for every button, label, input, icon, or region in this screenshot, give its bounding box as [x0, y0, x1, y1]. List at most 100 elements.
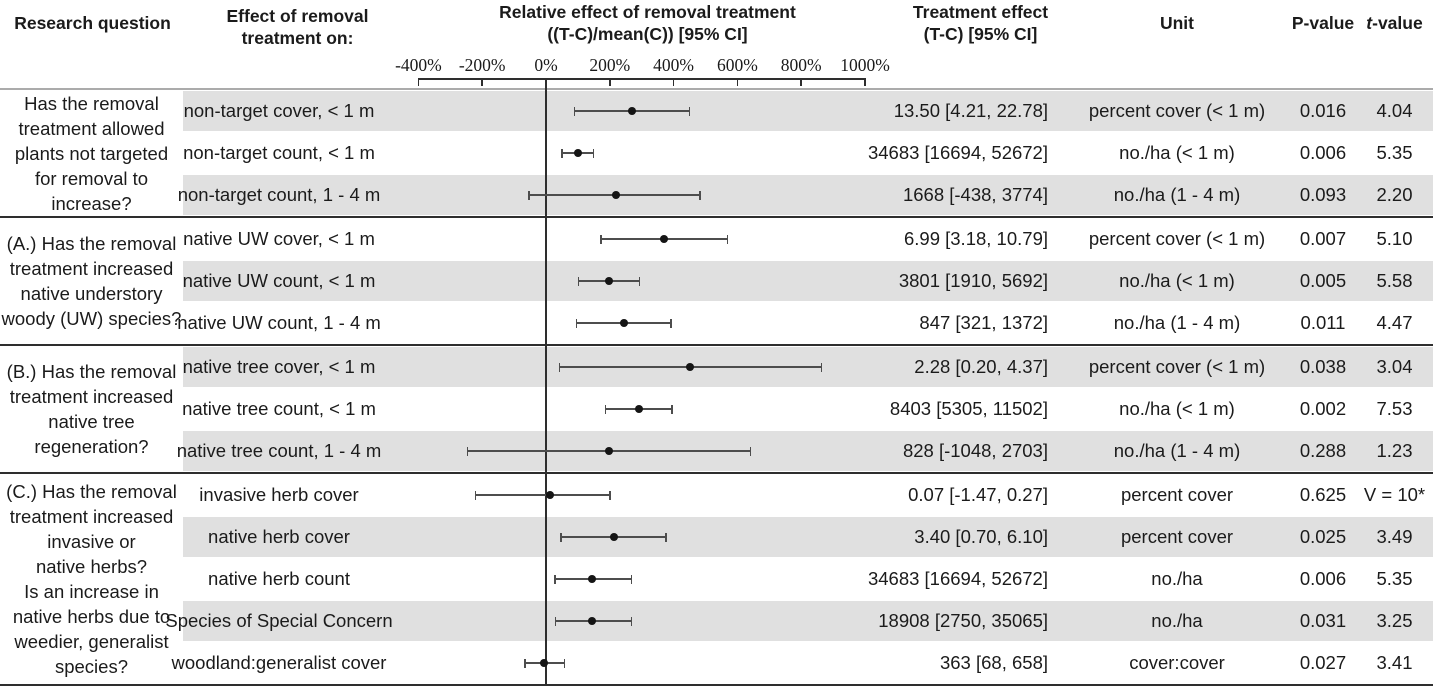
confidence-interval-cap-left	[466, 446, 469, 456]
treatment-effect-value: 34683 [16694, 52672]	[867, 568, 1048, 589]
row-stripe-background	[183, 517, 1433, 557]
t-value: 4.04	[1376, 100, 1413, 121]
t-value: 2.20	[1376, 184, 1413, 205]
t-value: 5.10	[1376, 228, 1413, 249]
x-axis-tick-mark	[609, 78, 611, 86]
unit-value: percent cover	[1120, 484, 1234, 505]
t-value: 3.04	[1376, 356, 1413, 377]
unit-value: no./ha (< 1 m)	[1119, 398, 1235, 419]
column-header-effect-on: Effect of removal treatment on:	[226, 6, 369, 48]
point-estimate-marker	[611, 191, 620, 199]
unit-value: cover:cover	[1129, 652, 1225, 673]
question-group: (B.) Has the removal treatment increased…	[0, 344, 1433, 472]
point-estimate-marker	[540, 659, 549, 667]
confidence-interval-cap-left	[577, 276, 580, 286]
confidence-interval-cap-left	[561, 148, 563, 158]
row-label: Species of Special Concern	[165, 610, 393, 631]
t-value: 7.53	[1376, 398, 1413, 419]
table-row: native tree cover, < 1 m 2.28 [0.20, 4.37…	[0, 346, 1433, 388]
x-axis-tick-mark	[800, 78, 802, 86]
research-question-text: (C.) Has the removal treatment increased…	[6, 481, 177, 677]
confidence-interval-cap-right	[638, 276, 641, 286]
confidence-interval-cap-left	[553, 574, 556, 584]
confidence-interval-cap-left	[560, 532, 562, 542]
x-axis-tick-label: -400%	[395, 55, 442, 75]
x-axis-tick-label: 600%	[716, 55, 758, 75]
column-header-p-value: P-value	[1291, 13, 1355, 33]
row-label: native tree count, < 1 m	[182, 398, 376, 419]
t-value: 1.23	[1376, 440, 1413, 461]
row-stripe-background	[183, 91, 1433, 131]
confidence-interval-cap-right	[699, 190, 701, 200]
unit-value: no./ha (1 - 4 m)	[1113, 184, 1241, 205]
confidence-interval-cap-left	[474, 490, 477, 500]
confidence-interval-cap-right	[726, 234, 729, 244]
column-header-research-question: Research question	[14, 13, 171, 33]
confidence-interval-cap-left	[558, 362, 561, 372]
point-estimate-marker	[604, 277, 613, 285]
point-estimate-marker	[588, 617, 597, 625]
p-value: 0.093	[1299, 184, 1347, 205]
row-label: native tree cover, < 1 m	[182, 356, 376, 377]
research-question-text: (A.) Has the removal treatment increased…	[1, 233, 182, 329]
confidence-interval-cap-left	[575, 318, 578, 328]
x-axis-tick-label: 0%	[534, 55, 558, 75]
confidence-interval-cap-left	[600, 234, 602, 244]
confidence-interval-cap-left	[573, 106, 576, 116]
treatment-effect-value: 3.40 [0.70, 6.10]	[914, 526, 1048, 547]
t-value-italic-letter: t	[1366, 13, 1373, 33]
row-label: woodland:generalist cover	[171, 652, 387, 673]
confidence-interval-cap-left	[554, 616, 557, 626]
confidence-interval-cap-right	[820, 362, 823, 372]
column-header-unit: Unit	[1159, 13, 1195, 33]
row-label: non-target count, < 1 m	[183, 142, 375, 163]
confidence-interval-cap-right	[630, 616, 633, 626]
confidence-interval-cap-right	[630, 574, 633, 584]
row-label: native tree count, 1 - 4 m	[176, 440, 382, 461]
x-axis-tick-label: 200%	[589, 55, 631, 75]
row-stripe-background	[183, 601, 1433, 641]
unit-value: no./ha (1 - 4 m)	[1113, 440, 1241, 461]
zero-reference-line	[545, 78, 547, 686]
table-row: native tree count, 1 - 4 m 828 [-1048, 27…	[0, 430, 1433, 472]
x-axis-tick-label: 400%	[653, 55, 695, 75]
row-label: native herb count	[208, 568, 350, 589]
row-stripe-background	[183, 175, 1433, 215]
x-axis-tick-label: -200%	[458, 55, 506, 75]
row-label: native UW cover, < 1 m	[183, 228, 375, 249]
table-row: native herb count 34683 [16694, 52672] no.…	[0, 558, 1433, 600]
x-axis-tick-mark	[481, 78, 483, 86]
x-axis-tick-mark	[417, 78, 420, 86]
table-row: non-target count, 1 - 4 m 1668 [-438, 377…	[0, 174, 1433, 216]
confidence-interval-cap-right	[592, 148, 595, 158]
p-value: 0.002	[1299, 398, 1347, 419]
column-header-t-value: t-value	[1356, 12, 1433, 34]
x-axis-tick-label: 800%	[780, 55, 822, 75]
p-value: 0.031	[1299, 610, 1347, 631]
table-row: Species of Special Concern 18908 [2750, 3…	[0, 600, 1433, 642]
treatment-effect-value: 6.99 [3.18, 10.79]	[903, 228, 1048, 249]
t-value: 3.49	[1376, 526, 1413, 547]
treatment-effect-value: 847 [321, 1372]	[919, 312, 1048, 333]
research-question-text: (B.) Has the removal treatment increased…	[6, 361, 177, 457]
t-value: 4.47	[1376, 312, 1413, 333]
unit-value: no./ha (< 1 m)	[1119, 142, 1235, 163]
confidence-interval-cap-right	[749, 446, 752, 456]
p-value: 0.006	[1299, 142, 1347, 163]
treatment-effect-value: 3801 [1910, 5692]	[898, 270, 1048, 291]
point-estimate-marker	[604, 447, 613, 455]
row-stripe-background	[183, 261, 1433, 301]
research-question-text: Has the removal treatment allowed plants…	[14, 92, 169, 214]
table-row: native UW cover, < 1 m 6.99 [3.18, 10.79]…	[0, 218, 1433, 260]
unit-value: no./ha	[1151, 568, 1203, 589]
table-row: native herb cover 3.40 [0.70, 6.10] percen…	[0, 516, 1433, 558]
row-label: invasive herb cover	[199, 484, 359, 505]
row-label: native UW count, < 1 m	[182, 270, 376, 291]
point-estimate-marker	[573, 149, 582, 157]
unit-value: percent cover (< 1 m)	[1088, 356, 1266, 377]
point-estimate-marker	[628, 107, 637, 115]
table-row: invasive herb cover 0.07 [-1.47, 0.27] per…	[0, 474, 1433, 516]
table-row: native UW count, 1 - 4 m 847 [321, 1372] n…	[0, 302, 1433, 344]
row-stripe-background	[183, 431, 1433, 471]
column-header-treatment-effect: Treatment effect (T-C) [95% CI]	[912, 2, 1049, 44]
